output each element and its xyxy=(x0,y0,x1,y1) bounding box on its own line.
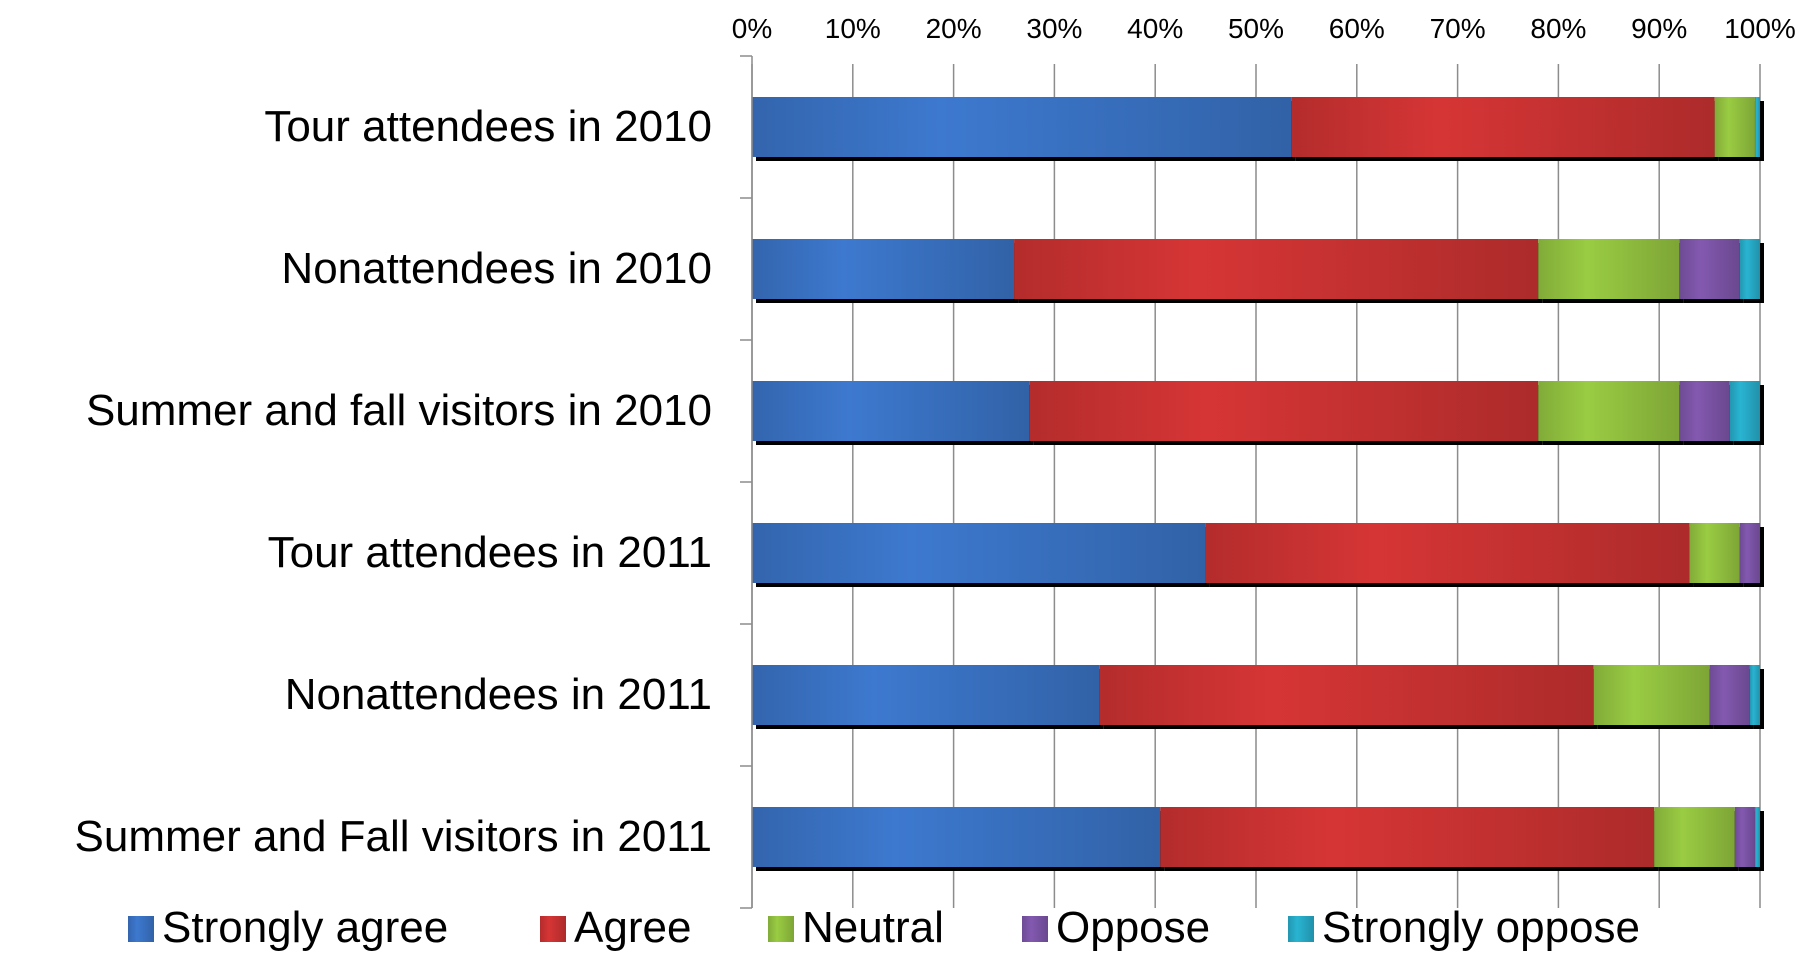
bar-segment xyxy=(1714,97,1755,157)
bar-segment xyxy=(1679,381,1730,441)
category-label: Nonattendees in 2010 xyxy=(281,244,712,293)
bar-segment xyxy=(1029,381,1539,441)
bar-shadow xyxy=(1758,811,1764,871)
legend-label: Neutral xyxy=(802,903,944,952)
axes: 0% 10% 20% 30% 40% 50% 60% 70% 80% 90% 100% Tour at… xyxy=(75,13,1796,909)
x-tick-label: 90% xyxy=(1631,13,1687,44)
x-tick-label: 70% xyxy=(1430,13,1486,44)
legend-swatch xyxy=(768,916,794,942)
x-tick-label: 60% xyxy=(1329,13,1385,44)
bar-segment xyxy=(1291,97,1715,157)
bar-segment xyxy=(1709,665,1750,725)
bar-segment xyxy=(752,381,1030,441)
x-tick-label: 80% xyxy=(1530,13,1586,44)
grid xyxy=(751,64,1761,908)
x-tick-label: 0% xyxy=(732,13,772,44)
legend: Strongly agree Agree Neutral Oppose Strongly… xyxy=(128,903,1640,952)
bar-segment xyxy=(1729,381,1760,441)
legend-label: Strongly agree xyxy=(162,903,448,952)
x-tick-label: 10% xyxy=(825,13,881,44)
bar-segment xyxy=(1205,523,1690,583)
bar-segment xyxy=(1739,523,1760,583)
category-label: Tour attendees in 2010 xyxy=(264,102,712,151)
x-tick-label: 40% xyxy=(1127,13,1183,44)
bar-segment xyxy=(1654,807,1735,867)
bar-segment xyxy=(1749,665,1760,725)
bar-segment xyxy=(1739,239,1760,299)
x-tick-label: 50% xyxy=(1228,13,1284,44)
bar-segment xyxy=(1754,807,1760,867)
bar-segment xyxy=(1538,381,1680,441)
bar-segment xyxy=(1538,239,1680,299)
x-tick-label: 30% xyxy=(1026,13,1082,44)
category-label: Summer and fall visitors in 2010 xyxy=(86,386,712,435)
legend-label: Oppose xyxy=(1056,903,1210,952)
bar-segment xyxy=(1160,807,1655,867)
bar-segment xyxy=(752,97,1292,157)
bar-segment xyxy=(1593,665,1710,725)
legend-swatch xyxy=(128,916,154,942)
legend-swatch xyxy=(540,916,566,942)
bar-segment xyxy=(752,239,1015,299)
bar-segment xyxy=(1014,239,1539,299)
legend-swatch xyxy=(1022,916,1048,942)
category-label: Summer and Fall visitors in 2011 xyxy=(75,812,712,861)
category-label: Tour attendees in 2011 xyxy=(268,528,712,577)
bar-shadow xyxy=(1758,101,1764,161)
x-tick-label: 20% xyxy=(926,13,982,44)
bar-segment xyxy=(1679,239,1740,299)
x-tick-label: 100% xyxy=(1724,13,1796,44)
bar-segment xyxy=(752,665,1100,725)
bar-segment xyxy=(1734,807,1755,867)
legend-label: Strongly oppose xyxy=(1322,903,1640,952)
bar-segment xyxy=(1099,665,1594,725)
bars xyxy=(752,97,1764,871)
bar-segment xyxy=(752,807,1161,867)
category-label: Nonattendees in 2011 xyxy=(285,670,712,719)
legend-label: Agree xyxy=(574,903,691,952)
legend-swatch xyxy=(1288,916,1314,942)
bar-segment xyxy=(1689,523,1740,583)
bar-segment xyxy=(1754,97,1760,157)
bar-segment xyxy=(752,523,1206,583)
